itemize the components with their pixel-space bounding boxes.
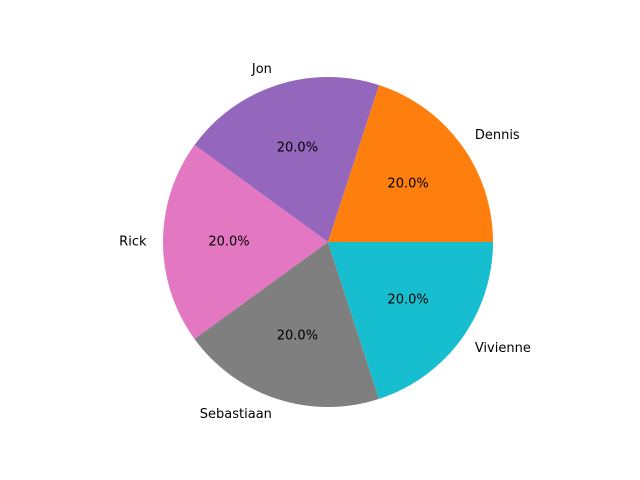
slice-label-sebastiaan: Sebastiaan: [200, 407, 272, 422]
slice-percent-jon: 20.0%: [277, 140, 318, 155]
slice-label-rick: Rick: [119, 235, 147, 250]
pie-slice-rick: [163, 145, 328, 339]
pie-slice-jon: [194, 77, 379, 242]
slice-label-dennis: Dennis: [475, 128, 520, 143]
pie-slice-sebastiaan: [194, 242, 379, 407]
slice-label-jon: Jon: [251, 62, 272, 77]
slice-percent-rick: 20.0%: [208, 235, 249, 250]
pie-slice-vivienne: [328, 242, 493, 399]
slice-percent-vivienne: 20.0%: [387, 293, 428, 308]
pie-slices: [163, 77, 493, 407]
pie-slice-dennis: [328, 85, 493, 242]
slice-percent-dennis: 20.0%: [387, 176, 428, 191]
slice-percent-sebastiaan: 20.0%: [277, 329, 318, 344]
pie-labels: Dennis 20.0% Jon 20.0% Rick 20.0% Sebastiaan 20…: [119, 62, 531, 422]
slice-label-vivienne: Vivienne: [475, 341, 531, 356]
